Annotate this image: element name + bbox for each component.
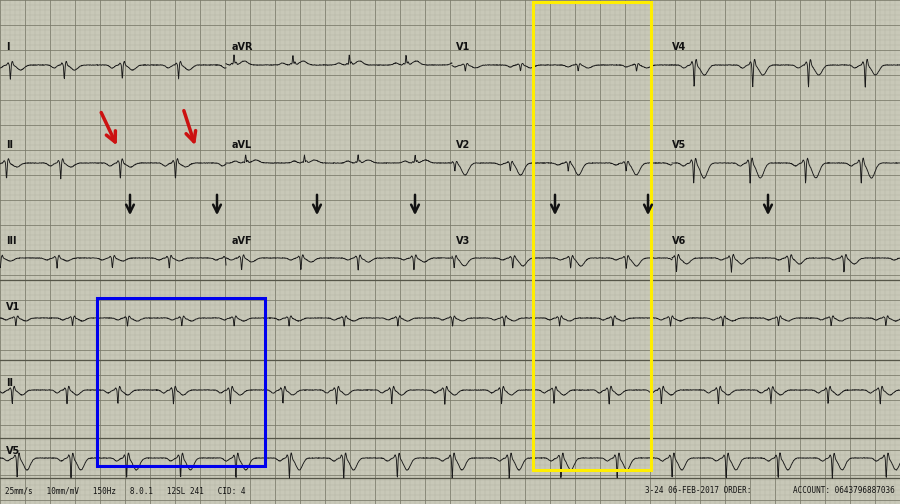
- Text: V3: V3: [456, 236, 470, 246]
- Text: V1: V1: [6, 302, 20, 312]
- Text: V4: V4: [672, 42, 686, 52]
- Text: aVL: aVL: [232, 140, 252, 150]
- Bar: [533, 2, 651, 470]
- Text: I: I: [6, 42, 10, 52]
- Text: II: II: [6, 140, 13, 150]
- Text: V5: V5: [6, 446, 20, 456]
- Text: V2: V2: [456, 140, 470, 150]
- Text: 3-24 06-FEB-2017 ORDER:         ACCOUNT: 0643796887036: 3-24 06-FEB-2017 ORDER: ACCOUNT: 0643796…: [645, 486, 895, 495]
- Text: II: II: [6, 378, 13, 388]
- Text: V5: V5: [672, 140, 686, 150]
- Text: aVF: aVF: [232, 236, 253, 246]
- Text: aVR: aVR: [232, 42, 254, 52]
- Text: III: III: [6, 236, 16, 246]
- Bar: [97, 298, 265, 466]
- Text: V1: V1: [456, 42, 470, 52]
- Text: 25mm/s   10mm/mV   150Hz   8.0.1   12SL 241   CID: 4: 25mm/s 10mm/mV 150Hz 8.0.1 12SL 241 CID:…: [5, 486, 246, 495]
- Text: V6: V6: [672, 236, 686, 246]
